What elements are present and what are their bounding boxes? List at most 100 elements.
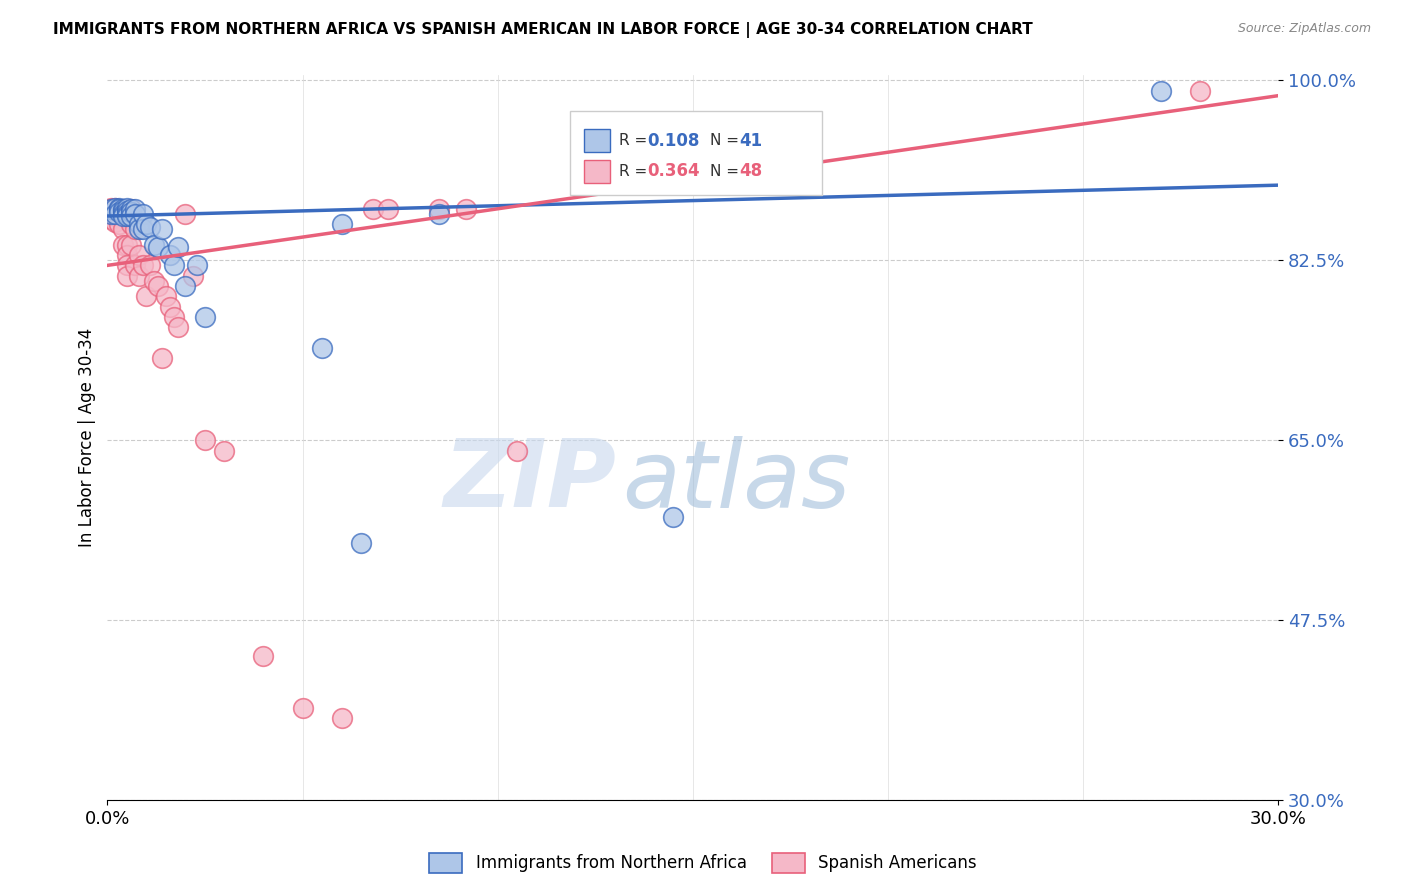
Point: [108, 205, 131, 219]
Point: [150, 222, 173, 236]
Point: [146, 240, 169, 254]
Text: atlas: atlas: [623, 435, 851, 526]
Point: [111, 202, 134, 216]
Point: [115, 209, 138, 223]
Point: [139, 220, 162, 235]
Point: [104, 209, 127, 223]
FancyBboxPatch shape: [569, 112, 821, 194]
Point: [174, 279, 197, 293]
Point: [111, 207, 134, 221]
Text: 41: 41: [740, 131, 762, 150]
Point: [330, 217, 353, 231]
Point: [111, 222, 134, 236]
Point: [506, 443, 529, 458]
Point: [143, 237, 166, 252]
Point: [115, 259, 138, 273]
FancyBboxPatch shape: [583, 160, 610, 183]
Point: [124, 202, 146, 216]
Point: [128, 222, 150, 236]
Point: [155, 289, 177, 303]
Point: [159, 300, 181, 314]
Text: IMMIGRANTS FROM NORTHERN AFRICA VS SPANISH AMERICAN IN LABOR FORCE | AGE 30-34 C: IMMIGRANTS FROM NORTHERN AFRICA VS SPANI…: [53, 22, 1033, 38]
Point: [100, 202, 122, 216]
Point: [124, 207, 146, 221]
Point: [131, 222, 153, 236]
Point: [115, 268, 138, 283]
Text: R =: R =: [619, 164, 652, 179]
Point: [427, 207, 450, 221]
Text: N =: N =: [710, 133, 744, 148]
Point: [115, 201, 138, 215]
Point: [427, 202, 450, 216]
Point: [128, 217, 150, 231]
Point: [166, 240, 188, 254]
Point: [252, 649, 274, 664]
Point: [131, 207, 153, 221]
Point: [108, 201, 131, 215]
Point: [1189, 83, 1212, 97]
Point: [108, 217, 131, 231]
Point: [124, 222, 146, 236]
Point: [166, 320, 188, 334]
Point: [115, 237, 138, 252]
Point: [100, 201, 122, 215]
Point: [120, 202, 142, 216]
Point: [100, 212, 122, 227]
Point: [186, 259, 208, 273]
Text: N =: N =: [710, 164, 744, 179]
Point: [104, 215, 127, 229]
Point: [115, 207, 138, 221]
Text: 48: 48: [740, 162, 762, 180]
Point: [135, 217, 157, 231]
Point: [135, 289, 157, 303]
Point: [128, 268, 150, 283]
Point: [174, 207, 197, 221]
Legend: Immigrants from Northern Africa, Spanish Americans: Immigrants from Northern Africa, Spanish…: [422, 847, 984, 880]
Point: [111, 209, 134, 223]
Point: [214, 443, 236, 458]
Point: [139, 259, 162, 273]
Point: [120, 202, 142, 216]
Point: [291, 700, 314, 714]
Text: ZIP: ZIP: [444, 435, 617, 527]
Text: Source: ZipAtlas.com: Source: ZipAtlas.com: [1237, 22, 1371, 36]
Point: [194, 310, 217, 324]
Point: [115, 248, 138, 262]
Point: [662, 510, 685, 524]
Point: [104, 205, 127, 219]
Point: [104, 201, 127, 215]
Point: [100, 207, 122, 221]
Point: [194, 434, 217, 448]
Point: [128, 248, 150, 262]
Point: [350, 536, 373, 550]
Point: [361, 202, 384, 216]
Point: [111, 202, 134, 216]
Point: [111, 237, 134, 252]
Point: [456, 202, 478, 216]
Point: [120, 217, 142, 231]
Point: [104, 207, 127, 221]
Point: [1150, 83, 1173, 97]
Point: [120, 237, 142, 252]
Point: [100, 202, 122, 216]
Text: 0.108: 0.108: [647, 131, 699, 150]
Point: [150, 351, 173, 365]
Point: [120, 209, 142, 223]
Point: [330, 711, 353, 725]
Point: [115, 203, 138, 218]
Point: [120, 205, 142, 219]
Point: [146, 279, 169, 293]
Point: [163, 310, 186, 324]
Point: [104, 201, 127, 215]
Point: [377, 202, 399, 216]
Point: [108, 202, 131, 216]
Text: 0.364: 0.364: [647, 162, 700, 180]
Point: [159, 248, 181, 262]
Point: [181, 268, 204, 283]
Point: [124, 259, 146, 273]
Y-axis label: In Labor Force | Age 30-34: In Labor Force | Age 30-34: [79, 328, 96, 548]
Point: [108, 202, 131, 216]
Point: [131, 259, 153, 273]
Point: [111, 203, 134, 218]
Point: [108, 207, 131, 221]
